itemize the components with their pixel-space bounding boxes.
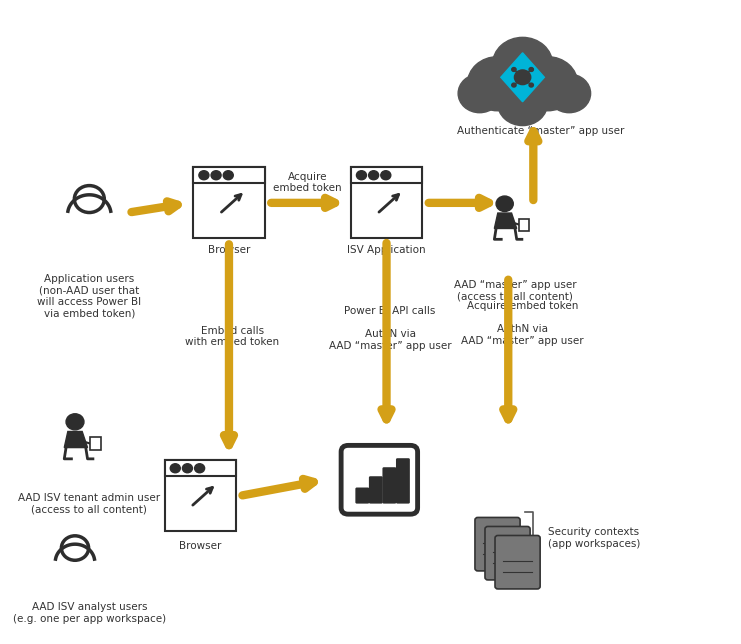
Circle shape: [512, 68, 516, 71]
Circle shape: [182, 464, 193, 473]
FancyBboxPatch shape: [485, 527, 530, 580]
Text: Browser: Browser: [179, 541, 222, 551]
Text: Application users
(non-AAD user that
will access Power BI
via embed token): Application users (non-AAD user that wil…: [37, 274, 142, 319]
FancyBboxPatch shape: [495, 536, 540, 589]
Text: Acquire
embed token: Acquire embed token: [273, 171, 342, 193]
Circle shape: [458, 74, 501, 113]
FancyBboxPatch shape: [382, 468, 396, 504]
Circle shape: [468, 57, 528, 111]
Circle shape: [529, 83, 534, 87]
FancyBboxPatch shape: [165, 460, 236, 476]
Circle shape: [381, 171, 391, 180]
Text: Power BI API calls

AuthN via
AAD “master” app user: Power BI API calls AuthN via AAD “master…: [329, 306, 451, 351]
FancyBboxPatch shape: [475, 518, 520, 571]
Text: Browser: Browser: [207, 245, 250, 255]
Circle shape: [517, 57, 578, 111]
FancyBboxPatch shape: [193, 167, 265, 238]
FancyBboxPatch shape: [356, 488, 369, 504]
Circle shape: [356, 171, 367, 180]
Text: Authenticate “master” app user: Authenticate “master” app user: [456, 126, 624, 136]
Circle shape: [170, 464, 180, 473]
Circle shape: [514, 70, 531, 84]
FancyBboxPatch shape: [350, 167, 422, 238]
Text: Acquire embed token

AuthN via
AAD “master” app user: Acquire embed token AuthN via AAD “maste…: [461, 301, 584, 346]
Circle shape: [548, 74, 591, 113]
FancyBboxPatch shape: [396, 459, 410, 504]
FancyBboxPatch shape: [350, 167, 422, 183]
Circle shape: [496, 196, 514, 211]
Text: Embed calls
with embed token: Embed calls with embed token: [185, 326, 279, 347]
Circle shape: [497, 80, 548, 126]
Polygon shape: [64, 431, 87, 448]
FancyBboxPatch shape: [193, 167, 265, 183]
Circle shape: [223, 171, 233, 180]
Circle shape: [66, 414, 84, 430]
Polygon shape: [501, 53, 545, 102]
FancyBboxPatch shape: [165, 460, 236, 531]
FancyBboxPatch shape: [90, 437, 101, 450]
Text: Security contexts
(app workspaces): Security contexts (app workspaces): [548, 527, 640, 549]
Text: ISV Application: ISV Application: [348, 245, 426, 255]
FancyBboxPatch shape: [341, 446, 418, 514]
FancyBboxPatch shape: [519, 218, 530, 231]
Circle shape: [195, 464, 205, 473]
Text: AAD “master” app user
(access to all content): AAD “master” app user (access to all con…: [454, 280, 576, 302]
FancyBboxPatch shape: [369, 477, 383, 504]
Circle shape: [211, 171, 221, 180]
Circle shape: [512, 83, 516, 87]
Circle shape: [493, 37, 553, 91]
Circle shape: [368, 171, 379, 180]
Circle shape: [529, 68, 534, 71]
Text: AAD ISV tenant admin user
(access to all content): AAD ISV tenant admin user (access to all…: [19, 493, 160, 515]
Polygon shape: [494, 213, 516, 229]
Text: AAD ISV analyst users
(e.g. one per app workspace): AAD ISV analyst users (e.g. one per app …: [13, 602, 166, 624]
Circle shape: [199, 171, 209, 180]
